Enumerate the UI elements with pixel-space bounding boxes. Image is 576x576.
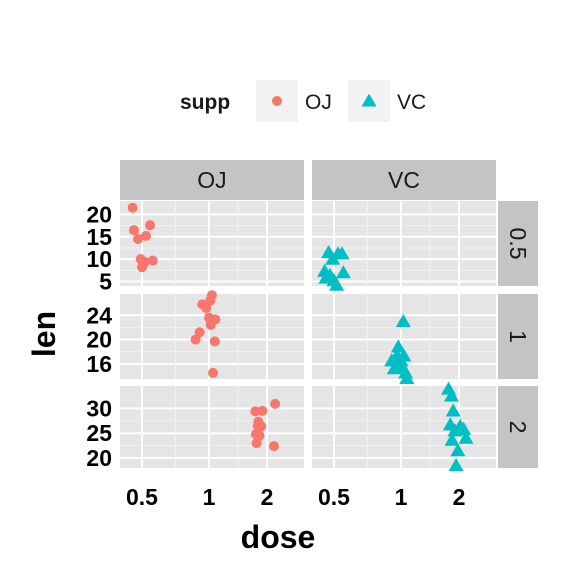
strip-row-2 [498,386,538,468]
point-oj [147,255,158,266]
point-vc [456,421,472,435]
strip-col-oj-label: OJ [197,167,226,193]
point-oj [190,334,201,345]
legend: supp OJ VC [180,80,426,122]
panels [120,201,496,472]
legend-circle-icon [272,96,282,106]
panel-VC-1 [312,294,496,385]
x-tick-label: 0.5 [318,484,350,510]
panel-OJ-1 [120,290,304,379]
strip-row-0.5 [498,201,538,286]
point-vc [326,273,342,287]
point-oj [206,290,217,301]
panel-OJ-0.5 [120,201,304,286]
point-oj [270,398,281,409]
panel-OJ-2 [120,386,304,468]
point-vc [448,458,464,472]
panel-background [312,386,496,468]
x-tick-label: 0.5 [126,484,158,510]
y-axis-title: len [26,311,62,357]
y-tick-label: 5 [99,269,112,295]
point-oj [256,421,267,432]
point-oj [268,441,279,452]
y-tick-label: 16 [86,351,112,377]
point-oj [141,230,152,241]
legend-title: supp [180,91,230,114]
point-vc [395,313,411,327]
point-vc [450,443,466,457]
point-vc [334,246,350,260]
point-oj [128,225,139,236]
y-tick-label: 25 [86,420,112,446]
point-vc [443,388,459,402]
point-oj [209,336,220,347]
point-vc [445,403,461,417]
legend-triangle-icon [361,93,377,107]
point-oj [127,202,138,213]
point-oj [257,405,268,416]
point-vc [335,265,351,279]
point-oj [138,258,149,269]
y-tick-label: 20 [86,201,112,227]
legend-label-vc: VC [397,91,426,114]
strip-col-vc [312,160,496,200]
panel-VC-2 [312,381,496,472]
x-tick-label: 1 [203,484,216,510]
x-axis-title: dose [241,519,316,555]
point-oj [208,367,219,378]
strip-row-2-label: 2 [505,421,531,434]
point-vc [399,370,415,385]
point-oj [210,314,221,325]
panel-VC-0.5 [312,201,496,291]
panel-background [120,386,304,468]
y-tick-label: 15 [86,224,112,250]
strip-row-1 [498,294,538,379]
strip-row-1-label: 1 [505,330,531,343]
point-vc [398,365,414,379]
x-tick-label: 1 [395,484,408,510]
point-oj [145,220,156,231]
legend-label-oj: OJ [305,91,332,114]
point-oj [132,234,143,245]
strip-col-oj [120,160,304,200]
point-oj [254,430,265,441]
strip-col-vc-label: VC [388,167,420,193]
point-vc [390,339,406,353]
panel-background [120,294,304,379]
point-oj [194,327,205,338]
y-tick-label: 30 [86,395,112,421]
point-vc [396,348,412,362]
point-vc [458,430,474,444]
y-tick-label: 20 [86,445,112,471]
x-tick-label: 2 [453,484,466,510]
y-tick-label: 10 [86,246,112,272]
strip-row-0.5-label: 0.5 [505,228,531,260]
x-tick-labels: 0.5 1 2 0.5 1 2 [126,484,465,510]
y-tick-label: 20 [86,327,112,353]
x-tick-label: 2 [261,484,274,510]
y-tick-label: 24 [86,302,112,328]
point-vc [444,432,460,446]
